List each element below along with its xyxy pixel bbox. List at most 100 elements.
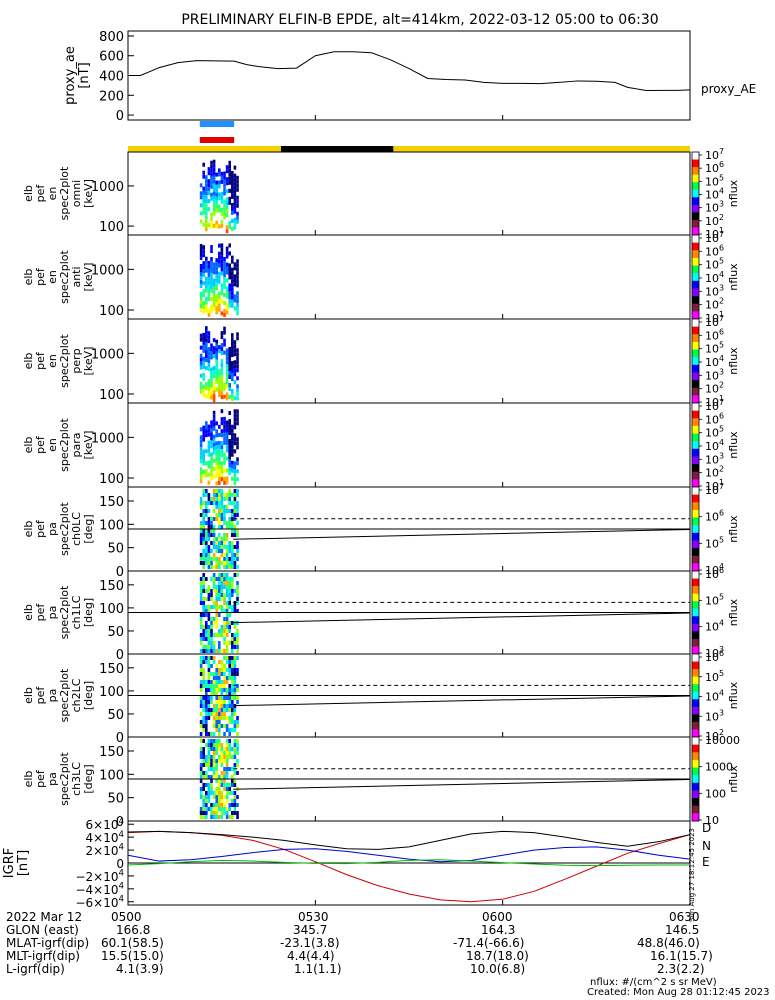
spectrogram-cell bbox=[220, 660, 224, 664]
spectrogram-cell bbox=[223, 171, 226, 176]
spectrogram-cell bbox=[220, 497, 224, 501]
spectrogram-cell bbox=[225, 716, 229, 720]
spectrogram-cell bbox=[218, 668, 221, 672]
spectrogram-cell bbox=[215, 465, 219, 470]
spectrogram-cell bbox=[210, 688, 213, 692]
spectrogram-cell bbox=[231, 389, 234, 394]
spectrogram-cell bbox=[223, 700, 226, 704]
colorbar-segment bbox=[692, 197, 699, 206]
spectrogram-cell bbox=[225, 613, 229, 617]
spectrogram-cell bbox=[205, 256, 208, 261]
spectrogram-cell bbox=[202, 656, 206, 660]
spectrogram-cell bbox=[228, 346, 232, 351]
spectrogram-cell bbox=[199, 767, 203, 771]
colorbar-segment bbox=[692, 387, 699, 396]
spectrogram-cell bbox=[228, 497, 232, 501]
spectrogram-cell bbox=[202, 696, 206, 700]
spectrogram-cell bbox=[233, 437, 237, 442]
spectrogram-ylabel: en bbox=[46, 438, 59, 452]
spectrogram-cell bbox=[233, 294, 237, 299]
spectrogram-ylabel: [keV] bbox=[82, 263, 95, 292]
spectrogram-cell bbox=[233, 473, 237, 478]
spectrogram-cell bbox=[223, 386, 226, 391]
spectrogram-cell bbox=[218, 573, 221, 577]
spectrogram-cell bbox=[228, 629, 232, 633]
spectrogram-cell bbox=[202, 376, 206, 381]
spectrogram-ytick-label: 100 bbox=[99, 220, 124, 235]
spectrogram-cell bbox=[207, 359, 211, 364]
science-zone-bar-red bbox=[199, 137, 235, 143]
spectrogram-cell bbox=[210, 387, 213, 392]
spectrogram-cell bbox=[231, 452, 234, 457]
spectrogram-cell bbox=[218, 629, 221, 633]
colorbar-segment bbox=[692, 471, 699, 480]
colorbar-segment bbox=[692, 775, 699, 784]
spectrogram-cell bbox=[220, 668, 224, 672]
spectrogram-cell bbox=[199, 684, 203, 688]
spectrogram-cell bbox=[207, 641, 211, 645]
spectrogram-cell bbox=[223, 621, 226, 625]
spectrogram-cell bbox=[215, 497, 219, 501]
spectrogram-cell bbox=[212, 807, 216, 811]
spectrogram-cell bbox=[202, 807, 206, 811]
spectrogram-cell bbox=[231, 541, 234, 545]
spectrogram-cell bbox=[215, 739, 219, 743]
colorbar-segment bbox=[692, 654, 699, 663]
spectrogram-cell bbox=[220, 371, 224, 376]
spectrogram-cell bbox=[199, 641, 203, 645]
spectrogram-cell bbox=[215, 597, 219, 601]
spectrogram-cell bbox=[215, 712, 219, 716]
spectrogram-cell bbox=[210, 497, 213, 501]
spectrogram-cell bbox=[207, 649, 211, 653]
spectrogram-cell bbox=[207, 501, 211, 505]
spectrogram-cell bbox=[212, 290, 216, 295]
spectrogram-cell bbox=[231, 720, 234, 724]
colorbar-label: nflux bbox=[727, 681, 740, 709]
spectrogram-cell bbox=[233, 680, 237, 684]
spectrogram-cell bbox=[207, 609, 211, 613]
spectrogram-cell bbox=[233, 221, 237, 226]
spectrogram-cell bbox=[233, 688, 237, 692]
spectrogram-cell bbox=[223, 215, 226, 220]
spectrogram-cell bbox=[231, 174, 234, 179]
spectrogram-cell bbox=[233, 274, 237, 279]
spectrogram-cell bbox=[210, 164, 213, 169]
spectrogram-cell bbox=[207, 280, 211, 285]
spectrogram-cell bbox=[223, 521, 226, 525]
spectrogram-cell bbox=[228, 767, 232, 771]
footer-value: 146.5 bbox=[665, 923, 700, 937]
spectrogram-cell bbox=[220, 343, 224, 348]
spectrogram-ylabel: omni bbox=[70, 180, 83, 207]
igrf-ytick-label: 2×104 bbox=[86, 843, 124, 858]
spectrogram-cell bbox=[207, 783, 211, 787]
spectrogram-cell bbox=[215, 429, 219, 434]
spectrogram-cell bbox=[210, 743, 213, 747]
spectrogram-cell bbox=[236, 275, 239, 280]
colorbar-segment bbox=[692, 357, 699, 366]
spectrogram-cell bbox=[218, 180, 221, 185]
spectrogram-cell bbox=[199, 195, 203, 200]
spectrogram-cell bbox=[205, 557, 208, 561]
colorbar-segment bbox=[692, 502, 699, 511]
spectrogram-cell bbox=[199, 795, 203, 799]
spectrogram-cell bbox=[215, 617, 219, 621]
spectrogram-cell bbox=[199, 451, 203, 456]
spectrogram-cell bbox=[215, 549, 219, 553]
spectrogram-cell bbox=[207, 799, 211, 803]
spectrogram-cell bbox=[236, 747, 239, 751]
spectrogram-cell bbox=[218, 377, 221, 382]
spectrogram-cell bbox=[225, 775, 229, 779]
spectrogram-cell bbox=[231, 692, 234, 696]
spectrogram-cell bbox=[236, 724, 239, 728]
spectrogram-cell bbox=[210, 168, 213, 173]
colorbar-segment bbox=[692, 212, 699, 221]
spectrogram-cell bbox=[205, 175, 208, 180]
spectrogram-cell bbox=[215, 469, 219, 474]
spectrogram-cell bbox=[223, 732, 226, 736]
spectrogram-cell bbox=[207, 747, 211, 751]
spectrogram-cell bbox=[228, 176, 232, 181]
spectrogram-cell bbox=[212, 306, 216, 311]
ae-ytick-label: 0 bbox=[116, 109, 124, 124]
colorbar-tick-label: 103 bbox=[705, 645, 724, 660]
